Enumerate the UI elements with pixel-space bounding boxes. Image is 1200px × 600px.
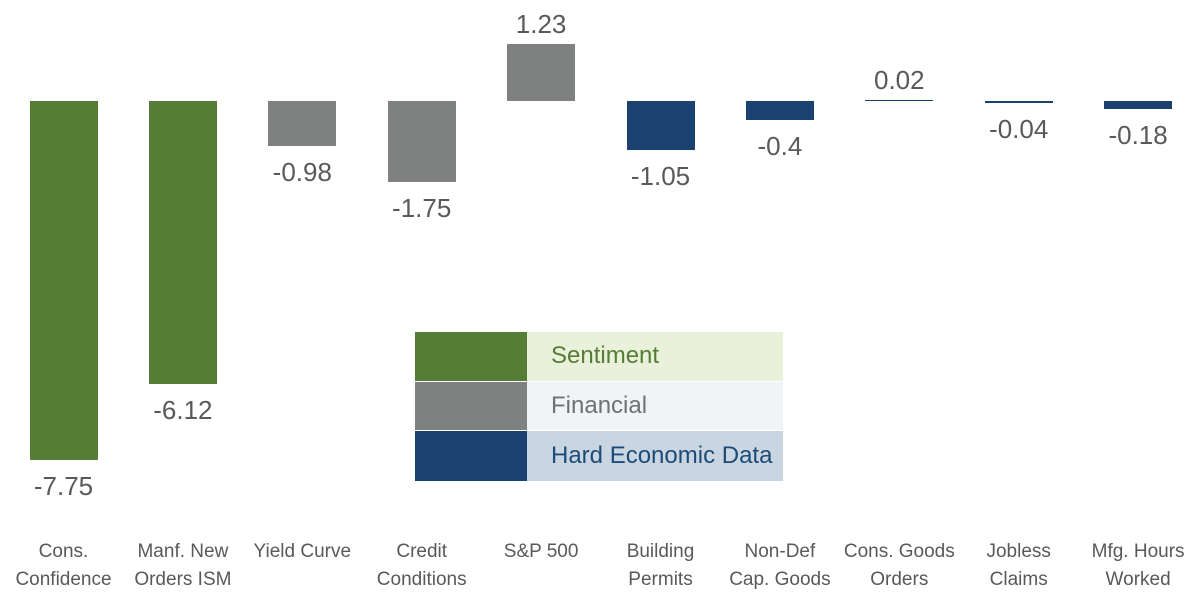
chart-bar <box>387 101 456 183</box>
bar-value-label: -1.05 <box>630 160 691 191</box>
legend-color-swatch <box>415 431 527 482</box>
bar-category-label: Building Permits <box>626 541 695 590</box>
bar-category-label: Non-Def Cap. Goods <box>729 541 831 590</box>
bar-category-label: Mfg. Hours Worked <box>1091 541 1185 590</box>
bar-category-label: Cons. Goods Orders <box>843 541 955 590</box>
chart-bar <box>865 99 934 101</box>
bar-value-label: -0.18 <box>1108 120 1168 151</box>
bar-category-label: Credit Conditions <box>376 541 467 590</box>
legend-label: Hard Economic Data <box>527 431 783 482</box>
legend-row: Sentiment <box>415 332 783 382</box>
chart-bar <box>1104 101 1173 110</box>
bar-value-label: 1.23 <box>515 9 567 40</box>
bar-category-label: S&P 500 <box>503 541 579 562</box>
chart-bar <box>507 44 576 101</box>
bar-value-label: -0.04 <box>989 113 1049 144</box>
legend-row: Hard Economic Data <box>415 431 783 482</box>
bar-value-label: 0.02 <box>873 64 925 95</box>
chart-legend: Sentiment Financial Hard Economic Data <box>415 332 783 482</box>
legend-label: Sentiment <box>527 332 783 381</box>
chart-bar <box>148 101 217 385</box>
legend-label: Financial <box>527 381 783 431</box>
chart-bar <box>626 101 695 150</box>
bar-category-label: Jobless Claims <box>986 541 1051 590</box>
bar-category-label: Manf. New Orders ISM <box>134 541 232 590</box>
bar-value-label: -7.75 <box>33 470 94 501</box>
bar-category-label: Yield Curve <box>253 541 352 562</box>
bar-value-label: -0.4 <box>757 130 803 161</box>
bar-category-label: Cons. Confidence <box>15 541 112 590</box>
legend-color-swatch <box>415 332 527 381</box>
chart-bar <box>984 101 1053 103</box>
chart-bar <box>29 101 98 460</box>
chart-bar <box>268 101 337 147</box>
chart-bar <box>745 101 814 120</box>
bar-value-label: -1.75 <box>392 193 452 224</box>
bar-value-label: -6.12 <box>153 395 213 426</box>
bar-value-label: -0.98 <box>272 157 332 188</box>
legend-row: Financial <box>415 381 783 432</box>
legend-color-swatch <box>415 381 527 431</box>
